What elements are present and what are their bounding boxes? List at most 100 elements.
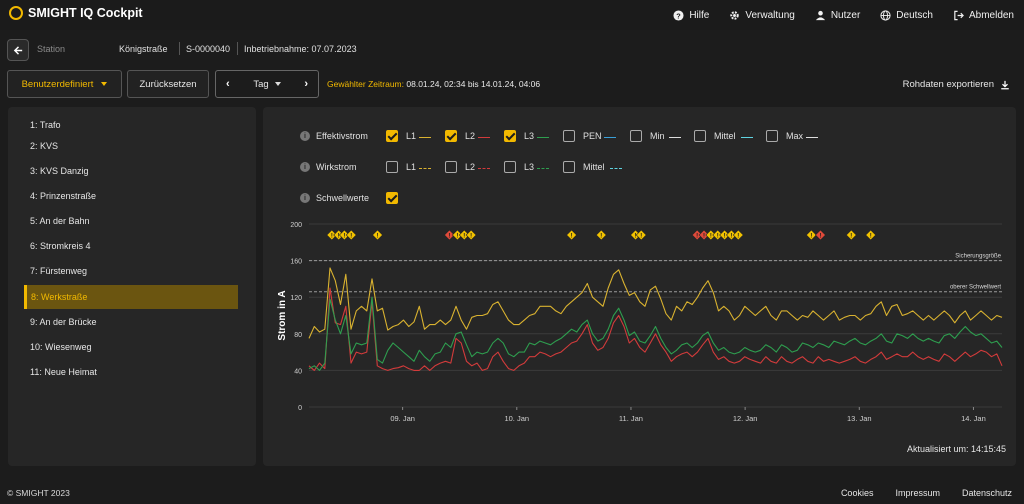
sidebar-item-an-der-bruecke[interactable]: 9: An der Brücke bbox=[30, 317, 97, 327]
range-mode-dropdown[interactable]: Benutzerdefiniert bbox=[7, 70, 122, 98]
legend-line bbox=[419, 137, 431, 138]
effektiv-mittel-label: Mittel bbox=[714, 131, 736, 141]
help-icon: ? bbox=[673, 9, 684, 21]
admin-link[interactable]: Verwaltung bbox=[729, 10, 795, 21]
cookies-link[interactable]: Cookies bbox=[840, 488, 874, 498]
warning-marker bbox=[372, 229, 383, 241]
chevron-left-icon[interactable]: ‹ bbox=[226, 78, 230, 90]
effektiv-label: Effektivstrom bbox=[316, 131, 368, 141]
sidebar-item-kvs[interactable]: 2: KVS bbox=[30, 141, 59, 151]
legend-line bbox=[478, 137, 490, 138]
wirk-l3-label: L3 bbox=[524, 162, 535, 172]
y-tick-label: 0 bbox=[298, 405, 302, 412]
download-icon bbox=[1001, 80, 1009, 89]
effektiv-l2-label: L2 bbox=[465, 131, 476, 141]
checkbox-effektiv-l3[interactable] bbox=[504, 130, 516, 142]
y-tick-label: 40 bbox=[294, 368, 302, 375]
station-bar: Station Königstraße S-0000040 Inbetriebn… bbox=[0, 38, 1024, 64]
reset-button[interactable]: Zurücksetzen bbox=[127, 70, 209, 98]
checkbox-effektiv-min[interactable] bbox=[630, 130, 642, 142]
back-button[interactable] bbox=[7, 39, 29, 61]
help-link[interactable]: ? Hilfe bbox=[673, 10, 709, 21]
export-label: Rohdaten exportieren bbox=[902, 79, 994, 90]
caret-down-icon bbox=[101, 82, 108, 86]
checkbox-wirk-l2[interactable] bbox=[445, 161, 457, 173]
marker-glyph: ! bbox=[338, 234, 340, 240]
marker-glyph: ! bbox=[571, 234, 573, 240]
checkbox-wirk-l1[interactable] bbox=[386, 161, 398, 173]
logout-icon bbox=[954, 10, 964, 20]
x-tick-label: 10. Jan bbox=[504, 414, 529, 423]
sidebar-item-prinzenstrasse[interactable]: 4: Prinzenstraße bbox=[30, 191, 97, 201]
threshold-label: Sicherungsgröße bbox=[955, 254, 1001, 260]
checkbox-wirk-l3[interactable] bbox=[504, 161, 516, 173]
chevron-right-icon[interactable]: › bbox=[304, 78, 308, 90]
checkbox-schwellwerte[interactable] bbox=[386, 192, 398, 204]
warning-marker bbox=[865, 229, 877, 241]
marker-glyph: ! bbox=[737, 234, 739, 240]
wirk-mittel-label: Mittel bbox=[583, 162, 605, 172]
marker-glyph: ! bbox=[717, 234, 719, 240]
sidebar-item-an-der-bahn[interactable]: 5: An der Bahn bbox=[30, 216, 90, 226]
info-icon[interactable]: i bbox=[300, 162, 310, 172]
language-link[interactable]: Deutsch bbox=[880, 10, 933, 21]
warning-marker bbox=[566, 229, 578, 241]
export-raw-data-button[interactable]: Rohdaten exportieren bbox=[903, 79, 1010, 90]
checkbox-effektiv-l1[interactable] bbox=[386, 130, 398, 142]
divider bbox=[237, 42, 238, 55]
marker-glyph: ! bbox=[635, 234, 637, 240]
sidebar-item-kvs-danzig[interactable]: 3: KVS Danzig bbox=[30, 166, 89, 176]
marker-glyph: ! bbox=[810, 234, 812, 240]
brand[interactable]: SMIGHT IQ Cockpit bbox=[9, 6, 143, 20]
selected-range: Gewählter Zeitraum: 08.01.24, 02:34 bis … bbox=[327, 79, 540, 89]
updated-timestamp: Aktualisiert um: 14:15:45 bbox=[906, 444, 1006, 454]
wirk-l2-label: L2 bbox=[465, 162, 476, 172]
datenschutz-link[interactable]: Datenschutz bbox=[961, 488, 1012, 498]
language-label: Deutsch bbox=[896, 9, 933, 21]
effektiv-l1-label: L1 bbox=[406, 131, 417, 141]
marker-glyph: ! bbox=[870, 234, 872, 240]
sidebar-item-stromkreis-4[interactable]: 6: Stromkreis 4 bbox=[30, 241, 91, 251]
checkbox-effektiv-pen[interactable] bbox=[563, 130, 575, 142]
schwell-label: Schwellwerte bbox=[316, 193, 370, 203]
checkbox-wirk-mittel[interactable] bbox=[563, 161, 575, 173]
footer-links: Cookies Impressum Datenschutz bbox=[819, 488, 1012, 498]
day-navigator: ‹ Tag › bbox=[215, 70, 319, 98]
warning-marker bbox=[845, 229, 857, 241]
station-label: Station bbox=[37, 44, 66, 54]
user-icon bbox=[815, 10, 825, 20]
x-tick-label: 11. Jan bbox=[619, 414, 643, 423]
period-dropdown[interactable]: Tag bbox=[253, 78, 281, 90]
help-label: Hilfe bbox=[689, 9, 710, 21]
marker-glyph: ! bbox=[819, 234, 821, 240]
info-icon[interactable]: i bbox=[300, 193, 310, 203]
legend-line bbox=[419, 168, 431, 169]
checkbox-effektiv-l2[interactable] bbox=[445, 130, 457, 142]
legend-line bbox=[741, 137, 753, 138]
sidebar-item-neue-heimat[interactable]: 11: Neue Heimat bbox=[30, 367, 97, 377]
checkbox-effektiv-mittel[interactable] bbox=[694, 130, 706, 142]
legend-line bbox=[604, 137, 616, 138]
sidebar-item-werkstrasse[interactable]: 8: Werkstraße bbox=[24, 285, 238, 309]
checkbox-effektiv-max[interactable] bbox=[766, 130, 778, 142]
y-tick-label: 80 bbox=[294, 332, 302, 339]
logout-link[interactable]: Abmelden bbox=[953, 10, 1014, 21]
legend-line bbox=[610, 168, 622, 169]
info-icon[interactable]: i bbox=[300, 131, 310, 141]
alert-marker bbox=[815, 229, 826, 241]
user-link[interactable]: Nutzer bbox=[815, 10, 860, 21]
logo-icon bbox=[9, 6, 23, 20]
marker-glyph: ! bbox=[463, 234, 465, 240]
period-label: Tag bbox=[253, 78, 269, 90]
sidebar-item-trafo[interactable]: 1: Trafo bbox=[30, 120, 61, 130]
sidebar-item-wiesenweg[interactable]: 10: Wiesenweg bbox=[30, 342, 92, 352]
current-chart[interactable]: 0 40 80 120 160 200 09. Jan 10. Jan 11. Jan 12. J… bbox=[263, 219, 1016, 449]
warning-marker bbox=[805, 229, 817, 241]
impressum-link[interactable]: Impressum bbox=[895, 488, 940, 498]
commissioning-date: Inbetriebnahme: 07.07.2023 bbox=[244, 44, 357, 54]
top-bar: SMIGHT IQ Cockpit ? Hilfe Verwaltung Nut… bbox=[0, 0, 1024, 30]
alert-marker bbox=[444, 229, 455, 241]
marker-glyph: ! bbox=[710, 234, 712, 240]
effektiv-pen-label: PEN bbox=[583, 131, 602, 141]
sidebar-item-fuerstenweg[interactable]: 7: Fürstenweg bbox=[30, 266, 88, 276]
